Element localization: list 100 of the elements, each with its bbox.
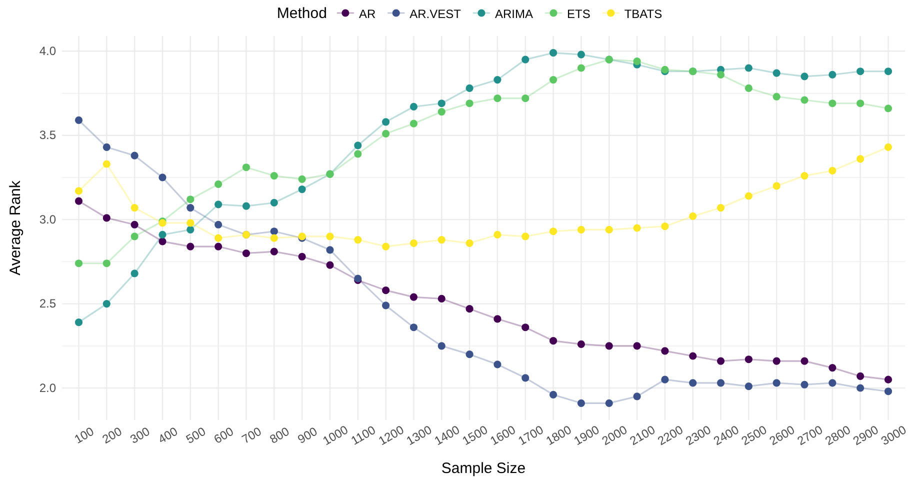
point (828, 379, 836, 387)
point (633, 392, 641, 400)
x-tick-label: 1600 (488, 422, 518, 448)
point (186, 226, 194, 234)
point (354, 142, 362, 150)
x-tick-label: 1200 (376, 422, 407, 448)
legend-title: Method (276, 5, 327, 22)
point (382, 118, 390, 126)
point (298, 252, 306, 260)
point (744, 356, 752, 364)
point (382, 286, 390, 294)
x-tick-label: 1000 (320, 422, 351, 448)
point (382, 242, 390, 250)
point (410, 102, 418, 111)
point (494, 230, 502, 239)
point (856, 100, 864, 108)
point (270, 172, 278, 180)
point (270, 228, 278, 236)
point (74, 116, 83, 124)
point (661, 347, 669, 355)
point (102, 143, 110, 151)
point (494, 315, 502, 323)
x-tick-label: 700 (239, 424, 264, 446)
point (494, 360, 502, 368)
point (242, 249, 250, 258)
point (242, 164, 250, 172)
point (772, 357, 780, 365)
point (577, 340, 585, 348)
x-tick-label: 2200 (655, 422, 686, 448)
point (354, 236, 362, 244)
point (410, 239, 418, 247)
point (298, 175, 306, 183)
point (74, 260, 83, 268)
point (716, 379, 725, 387)
point (772, 69, 780, 77)
point (744, 64, 752, 72)
point (689, 352, 697, 360)
x-tick-label: 1100 (348, 422, 378, 448)
point (410, 324, 418, 332)
point (466, 239, 474, 247)
x-tick-label: 2700 (794, 422, 826, 448)
point (242, 202, 250, 210)
point (800, 357, 808, 365)
point (856, 155, 864, 163)
point (74, 318, 83, 326)
point (158, 230, 166, 239)
point (102, 160, 110, 168)
x-tick-label: 500 (184, 424, 208, 446)
point (102, 214, 110, 222)
point (772, 182, 780, 190)
point (214, 180, 222, 188)
legend-label: ARIMA (494, 7, 533, 21)
point (856, 372, 864, 380)
point (298, 185, 306, 194)
point (438, 100, 446, 108)
point (130, 204, 138, 212)
point (577, 399, 585, 407)
point (326, 261, 334, 269)
point (605, 226, 613, 234)
x-tick-label: 100 (72, 424, 97, 446)
point (214, 200, 222, 208)
point (689, 379, 697, 387)
point (856, 68, 864, 76)
point (549, 337, 558, 345)
point (800, 172, 808, 180)
point (382, 302, 390, 310)
point (577, 64, 585, 72)
point (158, 174, 166, 182)
point (744, 382, 752, 390)
point (828, 70, 836, 79)
point (214, 234, 222, 242)
point (884, 388, 892, 396)
x-tick-label: 2000 (599, 422, 630, 448)
point (438, 342, 446, 350)
x-tick-label: 800 (267, 424, 292, 446)
x-tick-label: 600 (212, 424, 236, 446)
x-tick-label: 300 (128, 424, 152, 446)
point (716, 70, 725, 79)
point (549, 76, 558, 84)
point (158, 238, 166, 246)
y-tick-label: 3.0 (39, 212, 56, 226)
x-tick-label: 1700 (516, 422, 546, 448)
x-tick-label: 2800 (822, 422, 854, 448)
point (466, 305, 474, 313)
x-tick-label: 400 (156, 424, 180, 446)
point (410, 293, 418, 301)
point (74, 197, 83, 205)
point (549, 228, 558, 236)
point (605, 399, 613, 407)
x-tick-label: 1300 (404, 422, 434, 448)
point (270, 234, 278, 242)
point (661, 376, 669, 384)
x-tick-label: 1900 (572, 422, 602, 448)
point (884, 376, 892, 384)
point (772, 379, 780, 387)
legend-label: TBATS (624, 7, 662, 21)
point (800, 96, 808, 104)
point (326, 232, 334, 240)
y-tick-label: 3.5 (39, 128, 56, 142)
point (716, 204, 725, 212)
